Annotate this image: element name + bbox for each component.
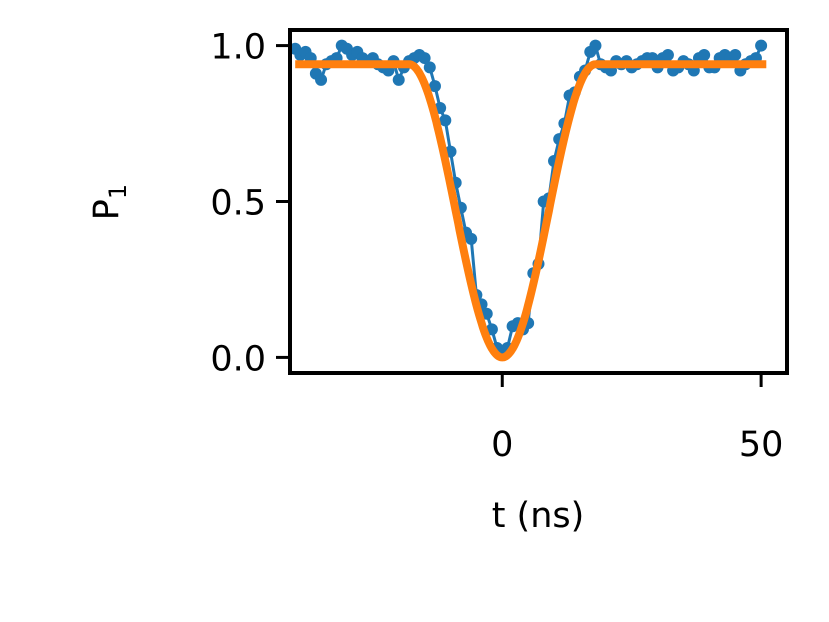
y-tick-label: 0.0 <box>210 339 266 379</box>
y-axis-title-main: P <box>87 199 127 220</box>
measured-data-point <box>589 39 602 52</box>
y-tick-label: 1.0 <box>210 28 266 68</box>
data-layer <box>289 39 769 362</box>
measured-data-point <box>661 48 674 61</box>
measured-data-point <box>392 73 405 86</box>
x-axis-title: t (ns) <box>492 496 585 536</box>
measured-data-point <box>418 52 431 65</box>
y-axis-title: P1 <box>87 184 132 220</box>
x-tick-label: 50 <box>739 425 784 465</box>
measured-data-point <box>698 48 711 61</box>
y-axis-title-subscript: 1 <box>104 184 132 199</box>
measured-data-point <box>439 114 452 127</box>
measured-data-point <box>423 61 436 74</box>
y-tick-label: 0.5 <box>210 184 266 224</box>
measured-data-point <box>465 232 478 245</box>
measured-data-point <box>428 80 441 93</box>
y-axis-ticks: 0.0 0.5 1.0 <box>210 28 290 379</box>
fit-series-line <box>292 60 769 362</box>
measured-data-point <box>729 48 742 61</box>
x-tick-label: 0 <box>491 425 513 465</box>
svg-text:P1: P1 <box>87 184 132 220</box>
plot-area <box>288 28 789 375</box>
measured-data-point <box>315 73 328 86</box>
x-axis-ticks: 0 50 <box>491 373 783 465</box>
measured-data-point <box>485 323 498 336</box>
measured-data-point <box>755 39 768 52</box>
